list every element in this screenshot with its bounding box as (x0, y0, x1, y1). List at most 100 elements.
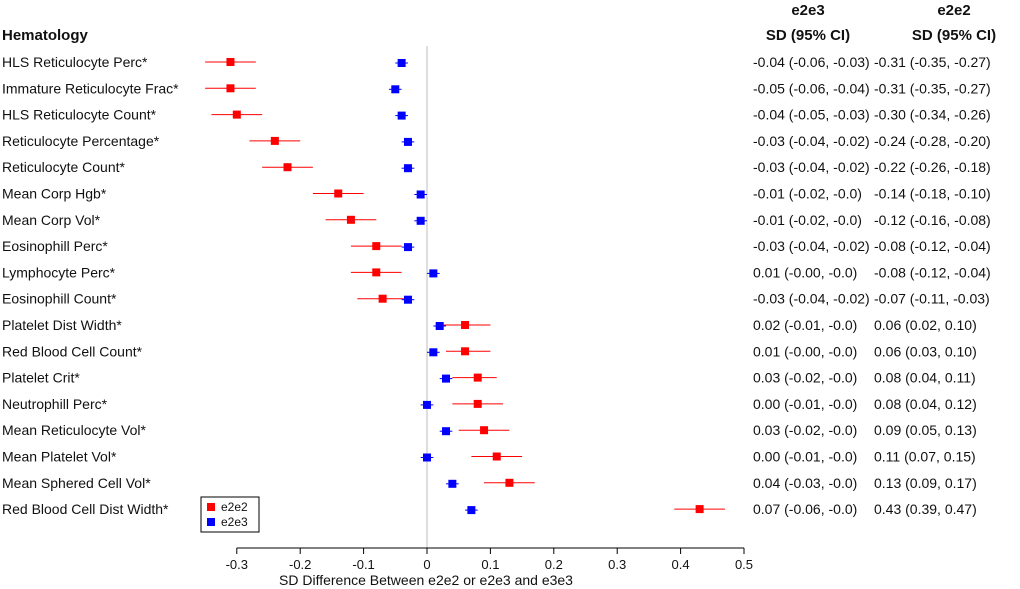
e2e2-ci-text: 0.06 (0.02, 0.10) (874, 317, 977, 333)
legend-swatch-e2e3 (207, 518, 215, 526)
row-label: Immature Reticulocyte Frac* (2, 80, 179, 96)
section-header: Hematology (2, 27, 89, 44)
row: Mean Corp Vol* -0.01 (-0.02, -0.0) -0.12 (… (2, 212, 991, 228)
row: Reticulocyte Percentage* -0.03 (-0.04, -0… (2, 133, 991, 149)
x-tick-label: 0 (423, 557, 430, 572)
row-label: Red Blood Cell Count* (2, 343, 143, 359)
e2e2-point (372, 242, 381, 251)
row: Eosinophill Count* -0.03 (-0.04, -0.02) -0… (2, 291, 990, 307)
e2e3-point (435, 322, 444, 330)
e2e3-point (467, 506, 476, 515)
column-header-e2e2-group: e2e2 (937, 2, 970, 19)
e2e3-ci-text: -0.01 (-0.02, -0.0) (753, 186, 862, 202)
row: Reticulocyte Count* -0.03 (-0.04, -0.02) -… (2, 159, 991, 175)
e2e2-ci-text: -0.12 (-0.16, -0.08) (874, 212, 991, 228)
e2e2-point (270, 136, 279, 145)
legend-swatch-e2e2 (207, 503, 215, 511)
row-label: Mean Corp Hgb* (2, 186, 107, 202)
x-tick-label: 0.5 (735, 557, 753, 572)
row: Mean Corp Hgb* -0.01 (-0.02, -0.0) -0.14 (… (2, 186, 991, 202)
row-label: Mean Platelet Vol* (2, 449, 117, 465)
x-tick-label: -0.1 (352, 557, 374, 572)
row: Mean Platelet Vol* 0.00 (-0.01, -0.0) 0.11… (2, 449, 976, 465)
e2e3-ci-text: -0.01 (-0.02, -0.0) (753, 212, 862, 228)
e2e3-point (448, 479, 457, 488)
e2e3-ci-text: 0.03 (-0.02, -0.0) (753, 422, 857, 438)
e2e3-point (403, 243, 412, 252)
e2e2-point (505, 478, 514, 487)
e2e3-ci-text: -0.05 (-0.06, -0.04) (753, 80, 870, 96)
row-label: Platelet Dist Width* (2, 317, 122, 333)
e2e2-point (461, 321, 470, 329)
e2e2-point (378, 294, 387, 303)
e2e3-ci-text: -0.03 (-0.04, -0.02) (753, 159, 870, 175)
row: Immature Reticulocyte Frac* -0.05 (-0.06,… (2, 80, 991, 96)
row: HLS Reticulocyte Count* -0.04 (-0.05, -0.… (2, 107, 991, 123)
row: Red Blood Cell Count* 0.01 (-0.00, -0.0) 0… (2, 343, 977, 359)
e2e2-ci-text: -0.31 (-0.35, -0.27) (874, 54, 991, 70)
e2e3-point (442, 427, 451, 436)
e2e3-ci-text: -0.03 (-0.04, -0.02) (753, 238, 870, 254)
e2e3-point (397, 111, 406, 120)
row-label: Mean Reticulocyte Vol* (2, 422, 147, 438)
e2e2-ci-text: -0.31 (-0.35, -0.27) (874, 80, 991, 96)
e2e3-point (403, 164, 412, 173)
row: Platelet Crit* 0.03 (-0.02, -0.0) 0.08 (0.… (2, 370, 976, 386)
e2e3-point (429, 269, 438, 278)
e2e2-ci-text: 0.06 (0.03, 0.10) (874, 343, 977, 359)
e2e2-point (480, 426, 489, 435)
e2e2-point (226, 84, 235, 93)
e2e3-point (403, 137, 412, 146)
row: Mean Sphered Cell Vol* 0.04 (-0.03, -0.0)… (2, 475, 977, 491)
column-header-e2e3-metric: SD (95% CI) (766, 27, 850, 44)
e2e2-ci-text: -0.22 (-0.26, -0.18) (874, 159, 991, 175)
row-label: Reticulocyte Percentage* (2, 133, 160, 149)
e2e3-ci-text: 0.03 (-0.02, -0.0) (753, 370, 857, 386)
e2e3-ci-text: 0.07 (-0.06, -0.0) (753, 501, 857, 517)
row-label: Eosinophill Perc* (2, 238, 108, 254)
e2e2-ci-text: 0.09 (0.05, 0.13) (874, 422, 977, 438)
e2e2-ci-text: 0.43 (0.39, 0.47) (874, 501, 977, 517)
row: Platelet Dist Width* 0.02 (-0.01, -0.0) 0.… (2, 317, 977, 333)
e2e2-ci-text: -0.30 (-0.34, -0.26) (874, 107, 991, 123)
legend-label-e2e2: e2e2 (221, 500, 248, 514)
e2e2-ci-text: -0.08 (-0.12, -0.04) (874, 238, 991, 254)
row: Eosinophill Perc* -0.03 (-0.04, -0.02) -0.… (2, 238, 991, 254)
x-tick-label: 0.3 (608, 557, 626, 572)
e2e3-point (442, 374, 451, 383)
e2e3-point (429, 348, 438, 357)
e2e2-point (283, 163, 292, 172)
e2e2-ci-text: -0.24 (-0.28, -0.20) (874, 133, 991, 149)
e2e3-ci-text: 0.01 (-0.00, -0.0) (753, 343, 857, 359)
e2e3-ci-text: 0.00 (-0.01, -0.0) (753, 449, 857, 465)
e2e2-ci-text: 0.13 (0.09, 0.17) (874, 475, 977, 491)
e2e2-ci-text: 0.08 (0.04, 0.12) (874, 396, 977, 412)
x-tick-label: 0.2 (545, 557, 563, 572)
legend: e2e2 e2e3 (200, 496, 260, 533)
row-label: Red Blood Cell Dist Width* (2, 501, 169, 517)
e2e3-point (423, 453, 431, 462)
row: Neutrophill Perc* 0.00 (-0.01, -0.0) 0.08 … (2, 396, 977, 412)
row: HLS Reticulocyte Perc* -0.04 (-0.06, -0.0… (2, 54, 991, 70)
e2e2-point (473, 399, 482, 408)
row-label: HLS Reticulocyte Count* (2, 107, 157, 123)
row: Lymphocyte Perc* 0.01 (-0.00, -0.0) -0.08 … (2, 264, 991, 280)
e2e3-ci-text: -0.03 (-0.04, -0.02) (753, 291, 870, 307)
legend-label-e2e3: e2e3 (221, 515, 248, 529)
row-label: HLS Reticulocyte Perc* (2, 54, 148, 70)
e2e2-point (473, 373, 482, 382)
column-header-e2e2-metric: SD (95% CI) (912, 27, 996, 44)
column-header-e2e3-group: e2e3 (791, 2, 824, 19)
e2e3-ci-text: 0.04 (-0.03, -0.0) (753, 475, 857, 491)
x-axis: -0.3 -0.2 -0.1 0 0.1 0.2 0.3 0.4 0.5 (226, 547, 753, 572)
row-label: Mean Corp Vol* (2, 212, 101, 228)
x-tick-label: 0.1 (481, 557, 499, 572)
e2e3-point (397, 59, 406, 67)
row-label: Neutrophill Perc* (2, 396, 108, 412)
e2e3-ci-text: -0.04 (-0.05, -0.03) (753, 107, 870, 123)
e2e2-point (334, 189, 343, 198)
e2e2-ci-text: -0.14 (-0.18, -0.10) (874, 186, 991, 202)
e2e3-ci-text: -0.03 (-0.04, -0.02) (753, 133, 870, 149)
e2e2-ci-text: 0.11 (0.07, 0.15) (874, 449, 976, 465)
